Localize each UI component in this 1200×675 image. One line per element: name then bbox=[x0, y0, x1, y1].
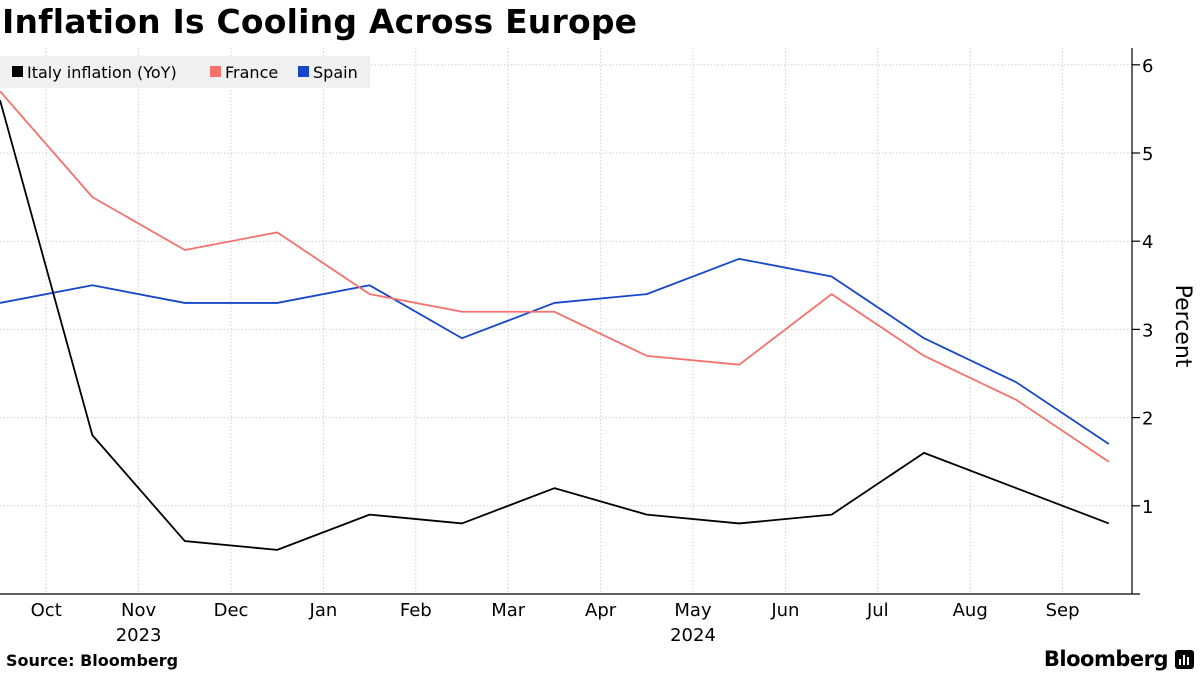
y-tick-label: 2 bbox=[1142, 409, 1153, 430]
legend-label: Italy inflation (YoY) bbox=[27, 63, 177, 82]
y-tick-label: 6 bbox=[1142, 56, 1153, 77]
series-lines bbox=[0, 90, 1110, 551]
source-note: Source: Bloomberg bbox=[6, 651, 179, 670]
x-tick-label: Jul bbox=[866, 600, 889, 621]
legend-swatch bbox=[210, 66, 221, 77]
bloomberg-logo: Bloomberg bbox=[1043, 647, 1169, 671]
x-tick-label: Aug bbox=[953, 600, 988, 621]
x-tick-label: Dec bbox=[214, 600, 249, 621]
series-line-spain bbox=[0, 257, 1110, 445]
x-tick-label: May bbox=[674, 600, 712, 621]
legend: Italy inflation (YoY) France Spain bbox=[0, 56, 370, 88]
y-tick-label: 3 bbox=[1142, 320, 1153, 341]
x-tick-label: Jun bbox=[770, 600, 799, 621]
x-year-label: 2024 bbox=[670, 625, 716, 646]
bloomberg-terminal-icon bbox=[1175, 650, 1194, 669]
legend-label: Spain bbox=[313, 63, 358, 82]
y-axis-label: Percent bbox=[1170, 285, 1195, 368]
series-line-france bbox=[0, 90, 1110, 463]
x-tick-label: Nov bbox=[121, 600, 156, 621]
x-tick-label: Sep bbox=[1046, 600, 1080, 621]
x-tick-label: Apr bbox=[585, 600, 617, 621]
y-axis: 1 2 3 4 5 6 bbox=[1131, 48, 1153, 594]
y-tick-label: 1 bbox=[1142, 497, 1153, 518]
series-line-italy-inflation-yoy bbox=[0, 99, 1110, 551]
y-tick-label: 5 bbox=[1142, 144, 1153, 165]
x-tick-label: Feb bbox=[400, 600, 432, 621]
legend-swatch bbox=[298, 66, 309, 77]
legend-label: France bbox=[225, 63, 278, 82]
x-tick-label: Mar bbox=[491, 600, 526, 621]
legend-swatch bbox=[12, 66, 23, 77]
x-axis: Oct Nov Dec Jan Feb Mar Apr May Jun Jul Aug Sep 2023… bbox=[0, 593, 1140, 646]
x-year-label: 2023 bbox=[116, 625, 162, 646]
grid-lines bbox=[0, 48, 1132, 594]
x-tick-label: Oct bbox=[31, 600, 62, 621]
chart-title: Inflation Is Cooling Across Europe bbox=[2, 2, 638, 41]
x-tick-label: Jan bbox=[309, 600, 338, 621]
y-tick-label: 4 bbox=[1142, 232, 1153, 253]
